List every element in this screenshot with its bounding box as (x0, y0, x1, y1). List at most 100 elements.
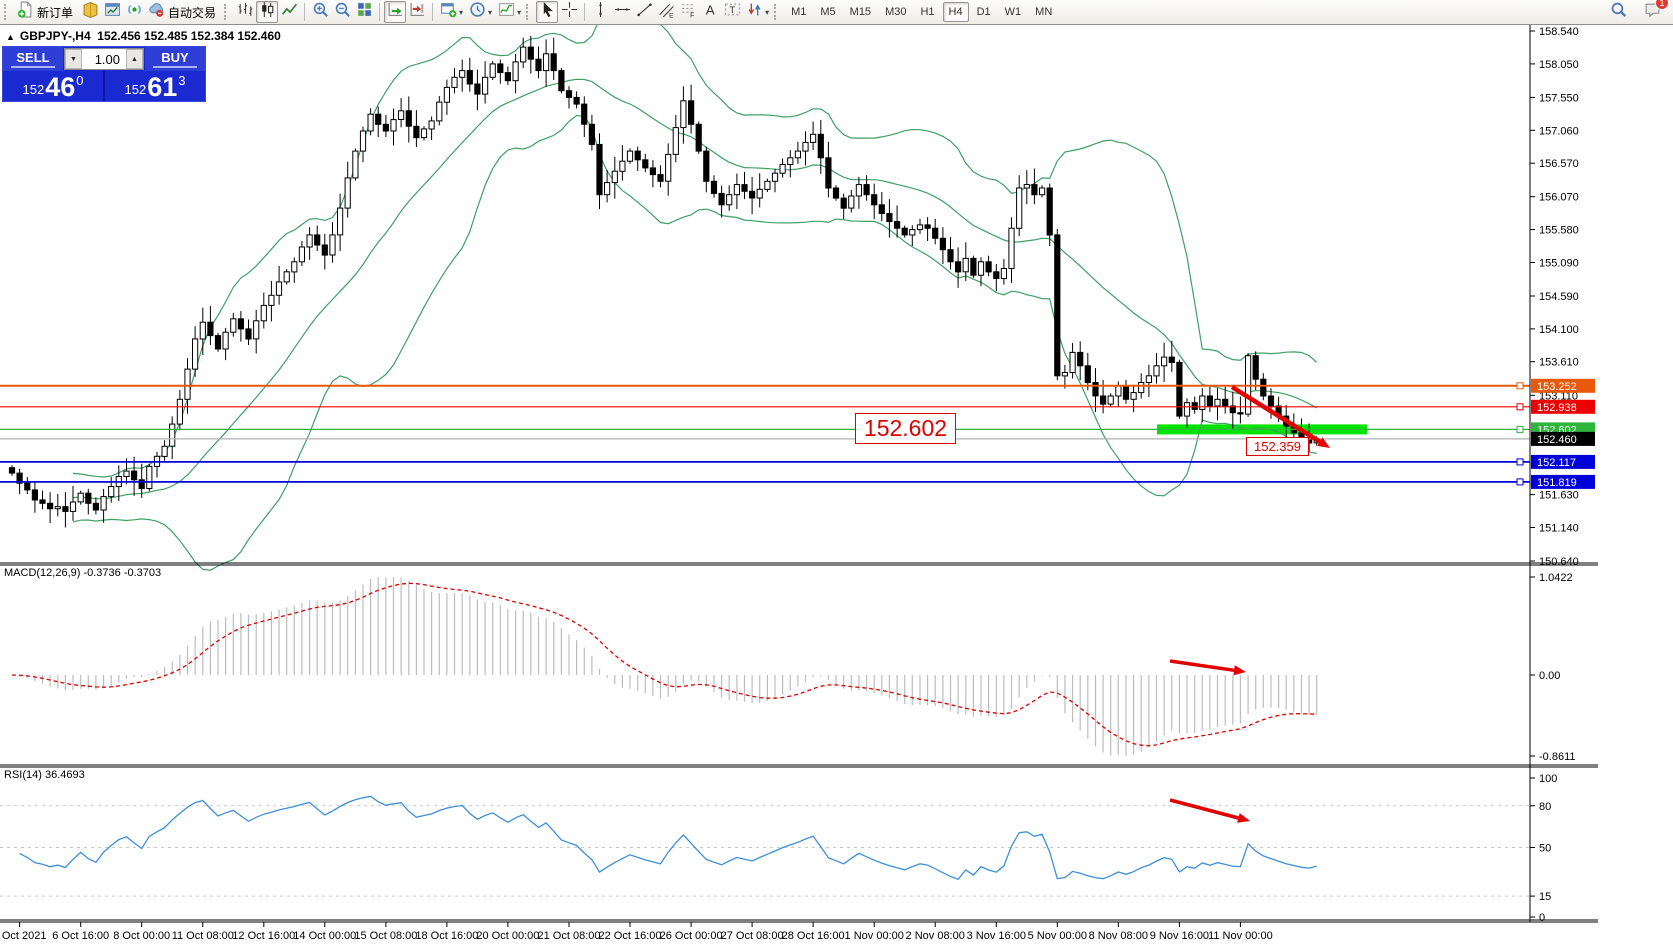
line-handle[interactable] (1516, 382, 1524, 390)
cursor-button[interactable] (536, 1, 559, 23)
line-handle[interactable] (1516, 403, 1524, 411)
time-tick-label: 5 Oct 2021 (0, 930, 47, 942)
candlestick-icon (259, 1, 276, 23)
macd-axis-label: -0.8611 (1539, 751, 1576, 763)
text-icon: A (702, 1, 719, 23)
toolbar-grip[interactable] (4, 4, 10, 20)
label-button[interactable]: T (721, 1, 743, 23)
trend-arrow[interactable] (1230, 385, 1321, 444)
time-tick-label: 3 Nov 16:00 (967, 930, 1026, 942)
timeframe-h4-button[interactable]: H4 (942, 2, 969, 22)
profiles-button[interactable] (466, 1, 488, 23)
text-button[interactable]: A (699, 1, 721, 23)
time-tick-label: 6 Oct 16:00 (52, 930, 109, 942)
toolbar-button-label[interactable]: 新订单 (37, 5, 74, 20)
trendline-button[interactable] (633, 1, 655, 23)
timeframe-d1-button[interactable]: D1 (976, 6, 991, 18)
timeframe-mn-button[interactable]: MN (1035, 6, 1053, 18)
crosshair-button[interactable] (558, 1, 580, 23)
volume-up-button[interactable]: ▲ (126, 49, 143, 69)
time-tick-label: 11 Oct 08:00 (172, 930, 234, 942)
hline-button[interactable] (611, 1, 633, 23)
timeframe-h1-button[interactable]: H1 (920, 6, 935, 18)
timeframe-m1-button[interactable]: M1 (791, 6, 807, 18)
indicators-button[interactable] (495, 1, 517, 23)
candlestick-button[interactable] (256, 1, 279, 23)
search-icon (1610, 1, 1627, 23)
timeframe-m30-button[interactable]: M30 (885, 6, 907, 18)
new-chart-button[interactable] (437, 1, 459, 23)
toolbar-grip[interactable] (774, 4, 780, 20)
rsi-indicator-label: RSI(14) 36.4693 (4, 769, 85, 781)
autotrade-icon (148, 1, 165, 23)
chevron-down-icon[interactable]: ▾ (517, 7, 522, 17)
price-badge-152.117 (1531, 454, 1595, 469)
time-tick-label: 12 Oct 16:00 (232, 930, 295, 942)
price-tick-label: 150.640 (1539, 556, 1579, 568)
fibonacci-button[interactable]: F (677, 1, 699, 23)
price-tick-label: 156.570 (1539, 158, 1579, 170)
chart-symbol: GBPJPY-,H4 (19, 29, 91, 43)
buy-button[interactable]: BUY (145, 47, 205, 71)
chevron-down-icon[interactable]: ▾ (488, 7, 493, 17)
one-click-trade-panel: SELL ▼ 1.00 ▲ BUY 152 46 0 152 61 3 (2, 46, 206, 102)
zoom-in-button[interactable] (309, 1, 331, 23)
trend-arrow[interactable] (1169, 798, 1239, 820)
volume-down-button[interactable]: ▼ (65, 49, 82, 69)
channel-button[interactable]: E (655, 1, 677, 23)
timeframe-m15-button[interactable]: M15 (849, 6, 872, 18)
svg-text:A: A (705, 2, 714, 17)
line-handle[interactable] (1516, 425, 1524, 433)
price-badge-152.938 (1531, 399, 1595, 414)
auto-scroll-button[interactable] (384, 1, 407, 23)
trend-arrow[interactable] (1169, 659, 1235, 673)
price-tick-label: 154.100 (1539, 324, 1579, 336)
svg-text:153.252: 153.252 (1537, 381, 1577, 393)
search-button[interactable] (1607, 1, 1629, 23)
toolbar-grip[interactable] (526, 4, 532, 20)
volume-input[interactable]: 1.00 (94, 51, 120, 67)
price-annotation-152602[interactable]: 152.602 (855, 413, 956, 444)
bar-chart-button[interactable] (234, 1, 256, 23)
chart-book-button[interactable] (79, 1, 101, 23)
price-tick-label: 151.630 (1539, 490, 1579, 502)
line-handle[interactable] (1516, 478, 1524, 486)
toolbar-separator (584, 3, 586, 21)
timeframe-w1-button[interactable]: W1 (1004, 6, 1022, 18)
shapes-button[interactable] (743, 1, 765, 23)
toolbar-button-label[interactable]: 自动交易 (168, 5, 217, 20)
chevron-down-icon[interactable]: ▾ (459, 7, 464, 17)
time-tick-label: 20 Oct 00:00 (476, 930, 539, 942)
rsi-axis-label: 50 (1539, 843, 1551, 855)
indicators-icon (498, 1, 515, 23)
sell-button[interactable]: SELL (3, 47, 63, 71)
chart-shift-icon (409, 1, 426, 23)
vline-button[interactable] (589, 1, 611, 23)
tile-windows-button[interactable] (353, 1, 375, 23)
toolbar-separator (379, 3, 381, 21)
price-annotation-152359[interactable]: 152.359 (1246, 437, 1309, 456)
timeframe-m5-button[interactable]: M5 (820, 6, 836, 18)
line-chart-button[interactable] (278, 1, 300, 23)
chevron-down-icon[interactable]: ▾ (765, 7, 770, 17)
sell-price[interactable]: 152 46 0 (3, 71, 105, 101)
chat-button[interactable]: 1 (1641, 0, 1669, 23)
autotrade-button[interactable] (145, 1, 167, 23)
line-handle[interactable] (1516, 458, 1524, 466)
signal-button[interactable] (123, 1, 145, 23)
buy-price[interactable]: 152 61 3 (124, 72, 186, 102)
chart-canvas[interactable]: 158.540 158.050 157.550 157.060 156.570 156.0… (0, 25, 1673, 947)
vline-icon (592, 1, 609, 23)
price-tick-label: 153.610 (1539, 357, 1579, 369)
zoom-out-button[interactable] (331, 1, 353, 23)
rsi-line (19, 795, 1317, 881)
toolbar: 新订单 自动交易 ▾ ▾ ▾ E F A T ▾ M1 M5 M15 M30 H1 H4 D1 W1 MN 1 (0, 0, 1673, 25)
rsi-axis-label: 0 (1539, 912, 1545, 924)
toolbar-grip[interactable] (224, 4, 230, 20)
collapse-icon[interactable]: ▲ (6, 32, 15, 42)
new-order-button[interactable] (14, 1, 36, 23)
zoom-out-icon (334, 1, 351, 23)
chart-shift-button[interactable] (406, 1, 428, 23)
market-watch-button[interactable] (101, 1, 123, 23)
